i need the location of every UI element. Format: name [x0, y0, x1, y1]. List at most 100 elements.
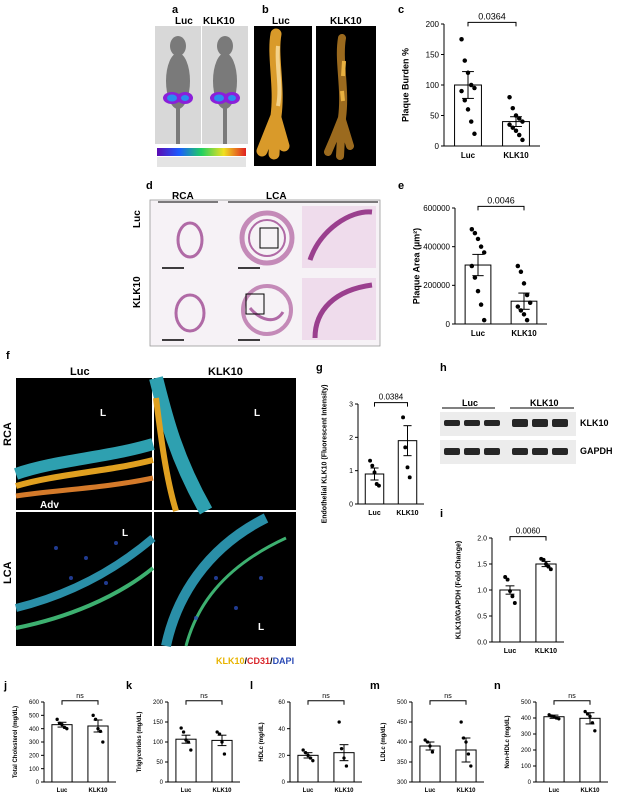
x-tick-label: Luc [303, 788, 314, 794]
panel-f-lca-label: LCA [2, 561, 14, 584]
y-tick-label: 350 [397, 760, 408, 766]
data-point [303, 750, 308, 755]
data-point [505, 577, 510, 582]
data-point [520, 119, 525, 124]
panel-h-row2-label: GAPDH [580, 446, 613, 456]
y-tick-label: 100 [29, 767, 40, 773]
data-point [465, 107, 471, 112]
data-point [469, 764, 473, 768]
chart-hdlc: 0 20 40 60 HDLc (mg/dL) Luc KLK10 ns [259, 693, 362, 794]
data-point [557, 717, 561, 721]
y-tick-label: 100 [153, 740, 164, 746]
significance-bracket [509, 536, 547, 541]
y-tick-label: 200000 [423, 281, 450, 290]
stain-legend: KLK10/CD31/DAPI [216, 656, 294, 666]
p-value-label: ns [444, 693, 452, 700]
histology-image [149, 199, 381, 347]
y-tick-label: 2 [349, 435, 353, 442]
y-tick-label: 0 [282, 780, 286, 786]
data-point [507, 94, 512, 100]
data-point [518, 269, 524, 275]
x-tick-label: KLK10 [334, 788, 354, 794]
significance-bracket [185, 700, 223, 705]
p-value-label: 0.0364 [478, 11, 506, 21]
data-point [337, 720, 341, 724]
data-point [548, 567, 553, 572]
data-point [462, 98, 468, 103]
y-tick-label: 200 [426, 20, 440, 29]
data-point [478, 302, 484, 307]
data-point [217, 732, 222, 736]
bar [51, 724, 73, 783]
data-point [189, 748, 193, 752]
data-point [368, 458, 373, 463]
data-point [481, 317, 487, 323]
data-point [527, 300, 533, 305]
data-point [515, 304, 521, 309]
chart-total-cholesterol: 0 100 200 300 400 500 600 Total Cholesterol (mg… [13, 693, 116, 794]
data-point [468, 119, 474, 124]
p-value-label: 0.0384 [379, 393, 404, 402]
data-point [65, 726, 69, 731]
y-tick-label: 150 [153, 720, 164, 726]
y-tick-label: 100 [521, 764, 532, 770]
data-point [91, 713, 95, 718]
data-point [376, 483, 381, 488]
y-tick-label: 0.0 [477, 639, 487, 646]
data-point [222, 752, 227, 756]
x-tick-label: Luc [471, 329, 486, 338]
panel-h-klk10-header: KLK10 [530, 398, 559, 408]
data-point [478, 244, 484, 249]
data-point [503, 575, 508, 579]
panel-label-c: c [398, 4, 405, 16]
y-tick-label: 300 [29, 740, 40, 746]
data-point [459, 37, 464, 42]
data-point [544, 562, 548, 566]
p-value-label: 0.0046 [487, 195, 515, 205]
data-point [308, 756, 313, 760]
panel-label-m: m [370, 680, 380, 692]
y-tick-label: 0 [160, 780, 164, 786]
data-point [98, 729, 103, 734]
data-point [513, 128, 519, 133]
data-point [459, 720, 463, 724]
bar [175, 738, 197, 783]
data-point [465, 70, 471, 76]
stain-legend-dapi: DAPI [272, 656, 295, 666]
data-point [590, 721, 595, 725]
data-point [475, 236, 481, 242]
data-point [179, 726, 183, 730]
x-tick-label: KLK10 [511, 329, 537, 338]
data-point [311, 758, 315, 763]
significance-bracket [61, 700, 99, 705]
y-tick-label: 400000 [423, 242, 450, 251]
panel-label-k: k [126, 680, 133, 692]
data-point [342, 756, 346, 760]
data-point [220, 740, 224, 744]
y-tick-label: 50 [156, 760, 163, 766]
data-point [472, 230, 478, 236]
data-point [524, 317, 530, 323]
data-point [403, 445, 408, 450]
bar [297, 754, 319, 783]
y-axis-label: KLK10/GAPDH (Fold Change) [456, 541, 463, 639]
panel-h-luc-header: Luc [462, 398, 479, 408]
panel-label-g: g [316, 362, 323, 374]
y-tick-label: 300 [397, 780, 408, 786]
panel-label-h: h [440, 362, 447, 374]
y-tick-label: 400 [29, 727, 40, 733]
y-axis-label: Triglycerides (mg/dL) [137, 712, 143, 773]
panel-f-lumen-label-3: L [122, 528, 129, 539]
y-tick-label: 0 [435, 142, 440, 151]
data-point [215, 730, 219, 734]
panel-label-i: i [440, 508, 444, 520]
data-point [472, 275, 478, 280]
p-value-label: ns [76, 693, 84, 700]
y-tick-label: 150 [426, 50, 440, 59]
chart-triglycerides: 0 50 100 150 200 Triglycerides (mg/dL) Luc KLK1… [137, 693, 240, 794]
panel-f-klk10-header: KLK10 [208, 366, 243, 378]
y-axis-label: LDLc (mg/dL) [381, 723, 387, 762]
panel-h-row1-label: KLK10 [580, 418, 609, 428]
significance-bracket [374, 402, 408, 407]
panel-b-klk10-header: KLK10 [330, 16, 362, 27]
